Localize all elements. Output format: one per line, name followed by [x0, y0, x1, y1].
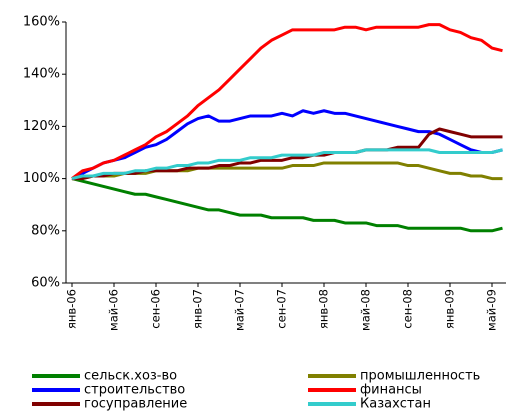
x-tick-label: май-06 — [107, 289, 121, 331]
legend-label: Казахстан — [360, 397, 431, 412]
legend-label: финансы — [360, 383, 422, 398]
legend-label: строительство — [84, 383, 185, 398]
x-tick-label: сен-06 — [149, 289, 163, 329]
x-tick-label: янв-08 — [317, 289, 331, 329]
x-tick-label: сен-07 — [275, 289, 289, 329]
y-tick-label: 120% — [23, 119, 60, 134]
y-tick-label: 140% — [23, 67, 60, 82]
legend-label: сельск.хоз-во — [84, 369, 177, 384]
x-tick-label: янв-09 — [443, 289, 457, 329]
x-tick-label: май-08 — [359, 289, 373, 331]
series-line — [71, 177, 503, 233]
y-tick-label: 100% — [23, 171, 60, 186]
y-tick-label: 160% — [23, 15, 60, 30]
legend-label: госуправление — [84, 397, 187, 412]
x-tick-label: май-07 — [233, 289, 247, 331]
x-tick-label: май-09 — [485, 289, 499, 331]
x-tick-label: сен-08 — [401, 289, 415, 329]
series-line — [71, 109, 503, 180]
y-tick-label: 60% — [31, 276, 60, 291]
x-tick-label: янв-06 — [65, 289, 79, 329]
series-line — [71, 148, 503, 181]
legend-label: промышленность — [360, 369, 480, 384]
x-tick-label: янв-07 — [191, 289, 205, 329]
series-line — [71, 23, 503, 180]
series-line — [72, 161, 503, 181]
y-tick-label: 80% — [31, 223, 60, 238]
